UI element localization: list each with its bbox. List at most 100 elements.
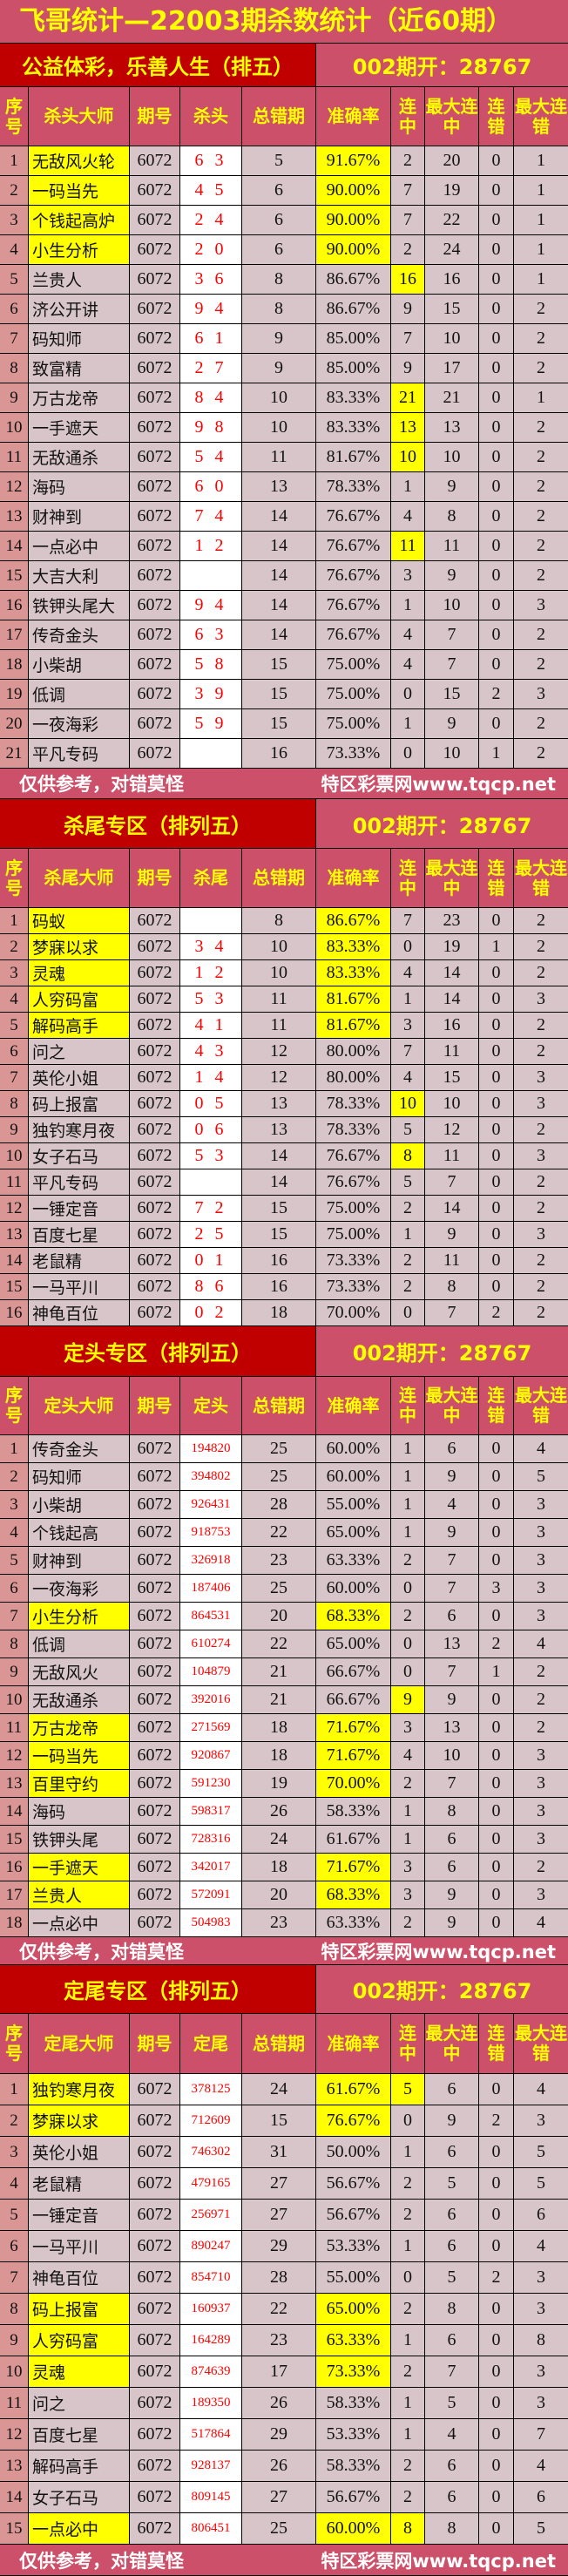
table-row[interactable]: 4 人穷码富 6072 5 3 11 81.67% 1 14 0 3 [0, 986, 568, 1013]
table-row[interactable]: 2 梦寐以求 6072 712609 15 76.67% 0 9 2 3 [0, 2105, 568, 2137]
table-row[interactable]: 17 兰贵人 6072 572091 20 68.33% 3 9 0 3 [0, 1881, 568, 1909]
table-row[interactable]: 5 财神到 6072 326918 23 63.33% 2 7 0 3 [0, 1547, 568, 1575]
table-row[interactable]: 6 一马平川 6072 890247 29 53.33% 1 6 0 4 [0, 2231, 568, 2262]
footer-site-link[interactable]: 特区彩票网www.tqcp.net [321, 2550, 556, 2572]
table-row[interactable]: 19 低调 6072 3 9 15 75.00% 0 15 2 3 [0, 680, 568, 709]
table-row[interactable]: 5 兰贵人 6072 3 6 8 86.67% 16 16 0 1 [0, 265, 568, 295]
table-row[interactable]: 6 一夜海彩 6072 187406 25 60.00% 0 7 3 3 [0, 1575, 568, 1603]
table-row[interactable]: 7 神龟百位 6072 854710 28 55.00% 0 5 2 3 [0, 2262, 568, 2294]
table-row[interactable]: 5 一锤定音 6072 256971 27 56.67% 2 6 0 6 [0, 2200, 568, 2231]
table-row[interactable]: 3 英伦小姐 6072 746302 31 50.00% 1 6 0 5 [0, 2137, 568, 2168]
table-row[interactable]: 13 财神到 6072 7 4 14 76.67% 4 8 0 2 [0, 502, 568, 532]
table-row[interactable]: 15 大吉大利 6072 14 76.67% 3 9 0 2 [0, 561, 568, 591]
footer-site-link[interactable]: 特区彩票网www.tqcp.net [321, 774, 556, 795]
table-row[interactable]: 14 海码 6072 598317 26 58.33% 1 8 0 3 [0, 1798, 568, 1826]
table-row[interactable]: 3 小柴胡 6072 926431 28 55.00% 1 4 0 3 [0, 1491, 568, 1519]
cell-period: 6072 [130, 235, 180, 264]
footer-site-link[interactable]: 特区彩票网www.tqcp.net [321, 1941, 556, 1963]
table-row[interactable]: 16 一手遮天 6072 342017 18 71.67% 3 6 0 2 [0, 1854, 568, 1881]
table-row[interactable]: 14 女子石马 6072 809145 27 56.67% 2 6 0 6 [0, 2482, 568, 2513]
table-row[interactable]: 9 独钓寒月夜 6072 0 6 13 78.33% 5 12 0 2 [0, 1117, 568, 1143]
table-row[interactable]: 16 铁钾头尾大 6072 9 4 14 76.67% 1 10 0 3 [0, 591, 568, 620]
cell-max-streak-hit: 11 [425, 1143, 479, 1169]
table-row[interactable]: 4 个钱起高 6072 918753 22 65.00% 1 9 0 3 [0, 1519, 568, 1547]
table-row[interactable]: 2 梦寐以求 6072 3 4 10 83.33% 0 19 1 2 [0, 934, 568, 960]
table-row[interactable]: 13 百度七星 6072 2 5 15 75.00% 1 9 0 3 [0, 1222, 568, 1248]
table-row[interactable]: 14 老鼠精 6072 0 1 16 73.33% 2 11 0 2 [0, 1248, 568, 1274]
cell-max-streak-miss: 3 [514, 1222, 568, 1247]
table-row[interactable]: 10 无敌通杀 6072 392016 21 66.67% 9 9 0 2 [0, 1686, 568, 1714]
table-row[interactable]: 12 一锤定音 6072 7 2 15 75.00% 2 14 0 2 [0, 1196, 568, 1222]
cell-streak-miss: 0 [479, 561, 514, 590]
table-row[interactable]: 1 独钓寒月夜 6072 378125 24 61.67% 5 6 0 4 [0, 2074, 568, 2105]
table-row[interactable]: 4 老鼠精 6072 479165 27 56.67% 2 5 0 5 [0, 2168, 568, 2200]
table-row[interactable]: 15 一马平川 6072 8 6 16 73.33% 2 8 0 2 [0, 1274, 568, 1300]
table-row[interactable]: 8 低调 6072 610274 22 65.00% 0 13 2 4 [0, 1630, 568, 1658]
cell-max-streak-hit: 20 [425, 146, 479, 175]
table-row[interactable]: 3 个钱起高炉 6072 2 4 6 90.00% 7 22 0 1 [0, 206, 568, 235]
table-row[interactable]: 3 灵魂 6072 1 2 10 83.33% 4 14 0 2 [0, 960, 568, 986]
table-row[interactable]: 20 一夜海彩 6072 5 9 15 75.00% 1 9 0 2 [0, 709, 568, 739]
table-row[interactable]: 1 传奇金头 6072 194820 25 60.00% 1 6 0 4 [0, 1435, 568, 1463]
table-row[interactable]: 9 人穷码富 6072 164289 23 63.33% 1 6 0 8 [0, 2325, 568, 2356]
table-row[interactable]: 18 一点必中 6072 504983 23 63.33% 2 9 0 4 [0, 1909, 568, 1937]
draw-result: 002期开：28767 [316, 1326, 568, 1376]
table-row[interactable]: 15 铁钾头尾 6072 728316 24 61.67% 1 6 0 3 [0, 1826, 568, 1854]
cell-total-miss: 22 [242, 2294, 316, 2324]
cell-accuracy: 90.00% [316, 206, 391, 234]
table-row[interactable]: 11 万古龙帝 6072 271569 18 71.67% 3 13 0 2 [0, 1714, 568, 1742]
table-row[interactable]: 12 一码当先 6072 920867 18 71.67% 4 10 0 3 [0, 1742, 568, 1770]
table-row[interactable]: 2 码知师 6072 394802 25 60.00% 1 9 0 5 [0, 1463, 568, 1491]
table-row[interactable]: 10 一手遮天 6072 9 8 10 83.33% 13 13 0 2 [0, 413, 568, 443]
cell-streak-hit: 2 [391, 1248, 425, 1273]
cell-streak-miss: 0 [479, 146, 514, 175]
table-row[interactable]: 7 英伦小姐 6072 1 4 12 80.00% 4 15 0 3 [0, 1065, 568, 1091]
table-row[interactable]: 11 平凡专码 6072 14 76.67% 5 7 0 2 [0, 1169, 568, 1196]
table-row[interactable]: 17 传奇金头 6072 6 3 14 76.67% 4 7 0 2 [0, 620, 568, 650]
cell-master: 传奇金头 [29, 1435, 130, 1462]
table-row[interactable]: 1 无敌风火轮 6072 6 3 5 91.67% 2 20 0 1 [0, 146, 568, 176]
cell-streak-hit: 1 [391, 591, 425, 620]
cell-streak-hit: 0 [391, 739, 425, 768]
table-row[interactable]: 14 一点必中 6072 1 2 14 76.67% 11 11 0 2 [0, 532, 568, 561]
cell-max-streak-hit: 19 [425, 934, 479, 959]
cell-master: 万古龙帝 [29, 383, 130, 412]
table-row[interactable]: 12 海码 6072 6 0 13 78.33% 1 9 0 2 [0, 472, 568, 502]
table-row[interactable]: 13 解码高手 6072 928137 26 58.33% 2 6 0 4 [0, 2451, 568, 2482]
table-row[interactable]: 11 无敌通杀 6072 5 4 11 81.67% 10 10 0 2 [0, 443, 568, 472]
table-row[interactable]: 8 致富精 6072 2 7 9 85.00% 9 17 0 2 [0, 354, 568, 383]
table-row[interactable]: 18 小柴胡 6072 5 8 15 75.00% 4 7 0 2 [0, 650, 568, 680]
table-row[interactable]: 21 平凡专码 6072 16 73.33% 0 10 1 2 [0, 739, 568, 769]
table-row[interactable]: 13 百里守约 6072 591230 19 70.00% 2 7 0 3 [0, 1770, 568, 1798]
cell-pick: 6 1 [180, 324, 242, 353]
table-row[interactable]: 5 解码高手 6072 4 1 11 81.67% 3 16 0 2 [0, 1013, 568, 1039]
table-row[interactable]: 11 问之 6072 189350 26 58.33% 1 5 0 3 [0, 2388, 568, 2419]
header-max-streak-miss: 最大连错 [514, 2014, 568, 2073]
cell-pick: 0 1 [180, 1248, 242, 1273]
cell-total-miss: 10 [242, 934, 316, 959]
table-row[interactable]: 6 问之 6072 4 3 12 80.00% 7 11 0 2 [0, 1039, 568, 1065]
table-row[interactable]: 10 女子石马 6072 5 3 14 76.67% 8 11 0 3 [0, 1143, 568, 1169]
table-row[interactable]: 6 济公开讲 6072 9 4 8 86.67% 9 15 0 2 [0, 295, 568, 324]
cell-total-miss: 13 [242, 472, 316, 501]
cell-streak-miss: 0 [479, 1770, 514, 1797]
table-row[interactable]: 7 小生分析 6072 864531 20 68.33% 2 6 0 3 [0, 1603, 568, 1630]
cell-total-miss: 15 [242, 650, 316, 679]
table-row[interactable]: 15 一点必中 6072 806451 25 60.00% 8 8 0 5 [0, 2513, 568, 2545]
table-row[interactable]: 7 码知师 6072 6 1 9 85.00% 7 10 0 2 [0, 324, 568, 354]
cell-pick: 610274 [180, 1630, 242, 1657]
table-row[interactable]: 2 一码当先 6072 4 5 6 90.00% 7 19 0 1 [0, 176, 568, 206]
table-row[interactable]: 4 小生分析 6072 2 0 6 90.00% 2 24 0 1 [0, 235, 568, 265]
table-row[interactable]: 9 万古龙帝 6072 8 4 10 83.33% 21 21 0 1 [0, 383, 568, 413]
table-row[interactable]: 1 码蚁 6072 8 86.67% 7 23 0 2 [0, 908, 568, 934]
cell-streak-hit: 2 [391, 2168, 425, 2199]
table-row[interactable]: 16 神龟百位 6072 0 2 18 70.00% 0 7 2 2 [0, 1300, 568, 1326]
cell-accuracy: 73.33% [316, 2356, 391, 2387]
table-row[interactable]: 9 无敌风火 6072 104879 21 66.67% 0 7 1 2 [0, 1658, 568, 1686]
table-row[interactable]: 10 灵魂 6072 874639 17 73.33% 2 7 0 3 [0, 2356, 568, 2388]
cell-accuracy: 76.67% [316, 1169, 391, 1195]
table-row[interactable]: 8 码上报富 6072 0 5 13 78.33% 10 10 0 3 [0, 1091, 568, 1117]
table-row[interactable]: 12 百度七星 6072 517864 29 53.33% 1 4 0 7 [0, 2419, 568, 2451]
table-row[interactable]: 8 码上报富 6072 160937 22 65.00% 2 8 0 3 [0, 2294, 568, 2325]
cell-max-streak-miss: 1 [514, 235, 568, 264]
